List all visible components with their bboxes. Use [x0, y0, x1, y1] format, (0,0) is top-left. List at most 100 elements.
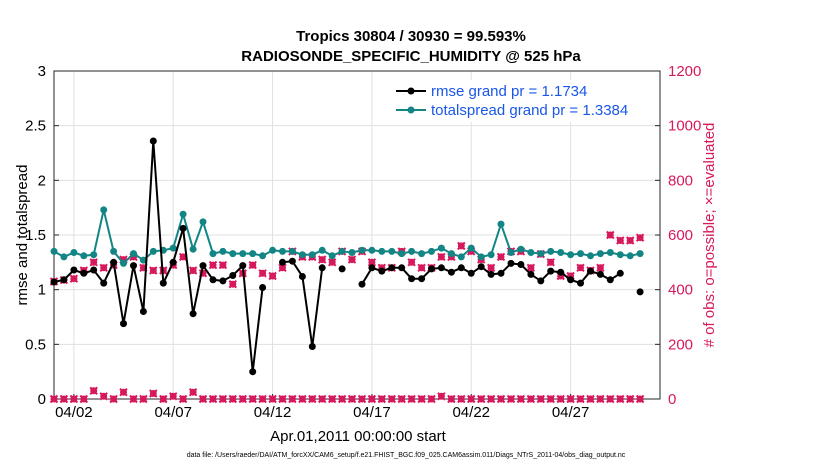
obs-evaluated-marker: [268, 394, 277, 404]
obs-evaluated-marker-cross: [496, 394, 506, 404]
spread-point: [130, 250, 137, 258]
obs-evaluated-marker-cross: [109, 394, 118, 404]
obs-possible-marker-cross: [616, 236, 625, 245]
obs-possible-marker: [407, 258, 416, 267]
x-tick-label: 04/02: [55, 404, 93, 421]
y-tick-label: 2.5: [25, 118, 46, 135]
rmse-point: [169, 258, 177, 266]
rmse-point: [477, 263, 485, 271]
obs-evaluated-marker-cross: [129, 394, 138, 404]
obs-evaluated-marker: [625, 394, 635, 404]
obs-evaluated-marker: [546, 394, 555, 404]
obs-evaluated-marker: [616, 394, 625, 404]
obs-evaluated-marker-cross: [357, 394, 367, 404]
rmse-point: [577, 279, 584, 287]
spread-point: [348, 249, 356, 256]
obs-possible-marker-cross: [89, 258, 98, 267]
x-axis-label: Apr.01,2011 00:00:00 start: [270, 428, 447, 445]
obs-evaluated-marker-cross: [625, 394, 635, 404]
spread-point: [338, 247, 346, 255]
obs-possible-marker: [546, 258, 555, 267]
obs-possible-marker-cross: [327, 258, 337, 267]
obs-possible-marker-cross: [159, 266, 168, 275]
y-right-tick-label: 1000: [668, 118, 701, 135]
spread-point: [259, 252, 267, 260]
obs-evaluated-marker-cross: [79, 394, 89, 404]
rmse-point: [298, 273, 306, 280]
rmse-point: [80, 269, 88, 277]
obs-evaluated-marker: [238, 394, 248, 404]
obs-possible-marker: [228, 279, 238, 289]
obs-possible-marker-cross: [149, 266, 158, 275]
obs-evaluated-marker: [79, 394, 89, 404]
rmse-point: [179, 224, 187, 232]
spread-point: [477, 253, 485, 261]
series-layer: [49, 138, 645, 404]
obs-evaluated-marker-cross: [407, 394, 416, 404]
spread-point: [487, 251, 495, 259]
rmse-point: [308, 343, 316, 350]
spread-point: [636, 250, 644, 258]
obs-possible-marker: [596, 263, 605, 273]
obs-evaluated-marker: [129, 394, 138, 404]
spread-point: [80, 252, 88, 260]
rmse-point: [517, 261, 525, 268]
y-right-tick-label: 200: [668, 336, 693, 353]
obs-possible-marker: [327, 258, 337, 267]
obs-evaluated-marker: [377, 394, 387, 404]
rmse-point: [567, 276, 575, 284]
spread-point: [547, 247, 555, 255]
obs-possible-marker-cross: [139, 263, 148, 273]
obs-possible-marker-cross: [367, 258, 377, 267]
obs-evaluated-marker: [496, 394, 506, 404]
rmse-point: [90, 266, 98, 274]
spread-point: [437, 244, 445, 252]
obs-evaluated-marker-cross: [606, 394, 615, 404]
obs-evaluated-marker-cross: [298, 394, 307, 404]
obs-possible-marker-cross: [69, 274, 79, 283]
spread-point: [110, 247, 118, 255]
obs-possible-marker: [188, 266, 198, 275]
obs-evaluated-marker: [168, 392, 178, 401]
y-right-tick-label: 1200: [668, 63, 701, 80]
obs-evaluated-marker-cross: [159, 394, 168, 404]
obs-evaluated-marker-cross: [99, 392, 108, 401]
rmse-point: [249, 368, 257, 376]
obs-evaluated-marker: [99, 392, 108, 401]
rmse-point: [467, 269, 475, 277]
obs-possible-marker: [248, 260, 257, 270]
y-tick-label: 2: [38, 172, 46, 189]
obs-evaluated-marker-cross: [69, 394, 79, 404]
rmse-point: [189, 310, 197, 318]
spread-point: [120, 259, 127, 267]
y-tick-label: 1: [38, 282, 46, 299]
obs-possible-marker-cross: [278, 263, 287, 273]
y-tick-label: 3: [38, 63, 46, 80]
obs-evaluated-marker: [59, 394, 69, 404]
obs-possible-marker: [616, 236, 625, 245]
spread-point: [537, 250, 545, 258]
obs-possible-marker: [347, 255, 357, 264]
obs-evaluated-marker-cross: [516, 394, 526, 404]
spread-point: [249, 250, 257, 258]
obs-evaluated-marker: [49, 394, 59, 404]
rmse-point: [408, 275, 416, 283]
axis-ticks: 0 0.5 1 1.5 2 2.5 3 0 200 400 600 800 1000 1200 04/02 0…: [25, 63, 701, 421]
chart-title: Tropics 30804 / 30930 = 99.593%: [296, 28, 526, 45]
obs-evaluated-marker-cross: [437, 392, 446, 401]
rmse-point: [378, 267, 386, 275]
rmse-point: [497, 269, 505, 277]
rmse-point: [60, 276, 68, 284]
obs-evaluated-marker: [387, 394, 397, 404]
obs-evaluated-marker: [69, 394, 79, 404]
y-tick-label: 1.5: [25, 227, 46, 244]
x-tick-label: 04/17: [353, 404, 391, 421]
y-right-tick-label: 400: [668, 282, 693, 299]
spread-point: [189, 245, 197, 253]
obs-evaluated-marker-cross: [486, 394, 496, 404]
obs-evaluated-marker-cross: [49, 394, 59, 404]
spread-point: [418, 250, 426, 258]
obs-evaluated-marker-cross: [258, 394, 267, 404]
obs-evaluated-marker: [337, 394, 347, 404]
legend-box: [392, 80, 656, 122]
